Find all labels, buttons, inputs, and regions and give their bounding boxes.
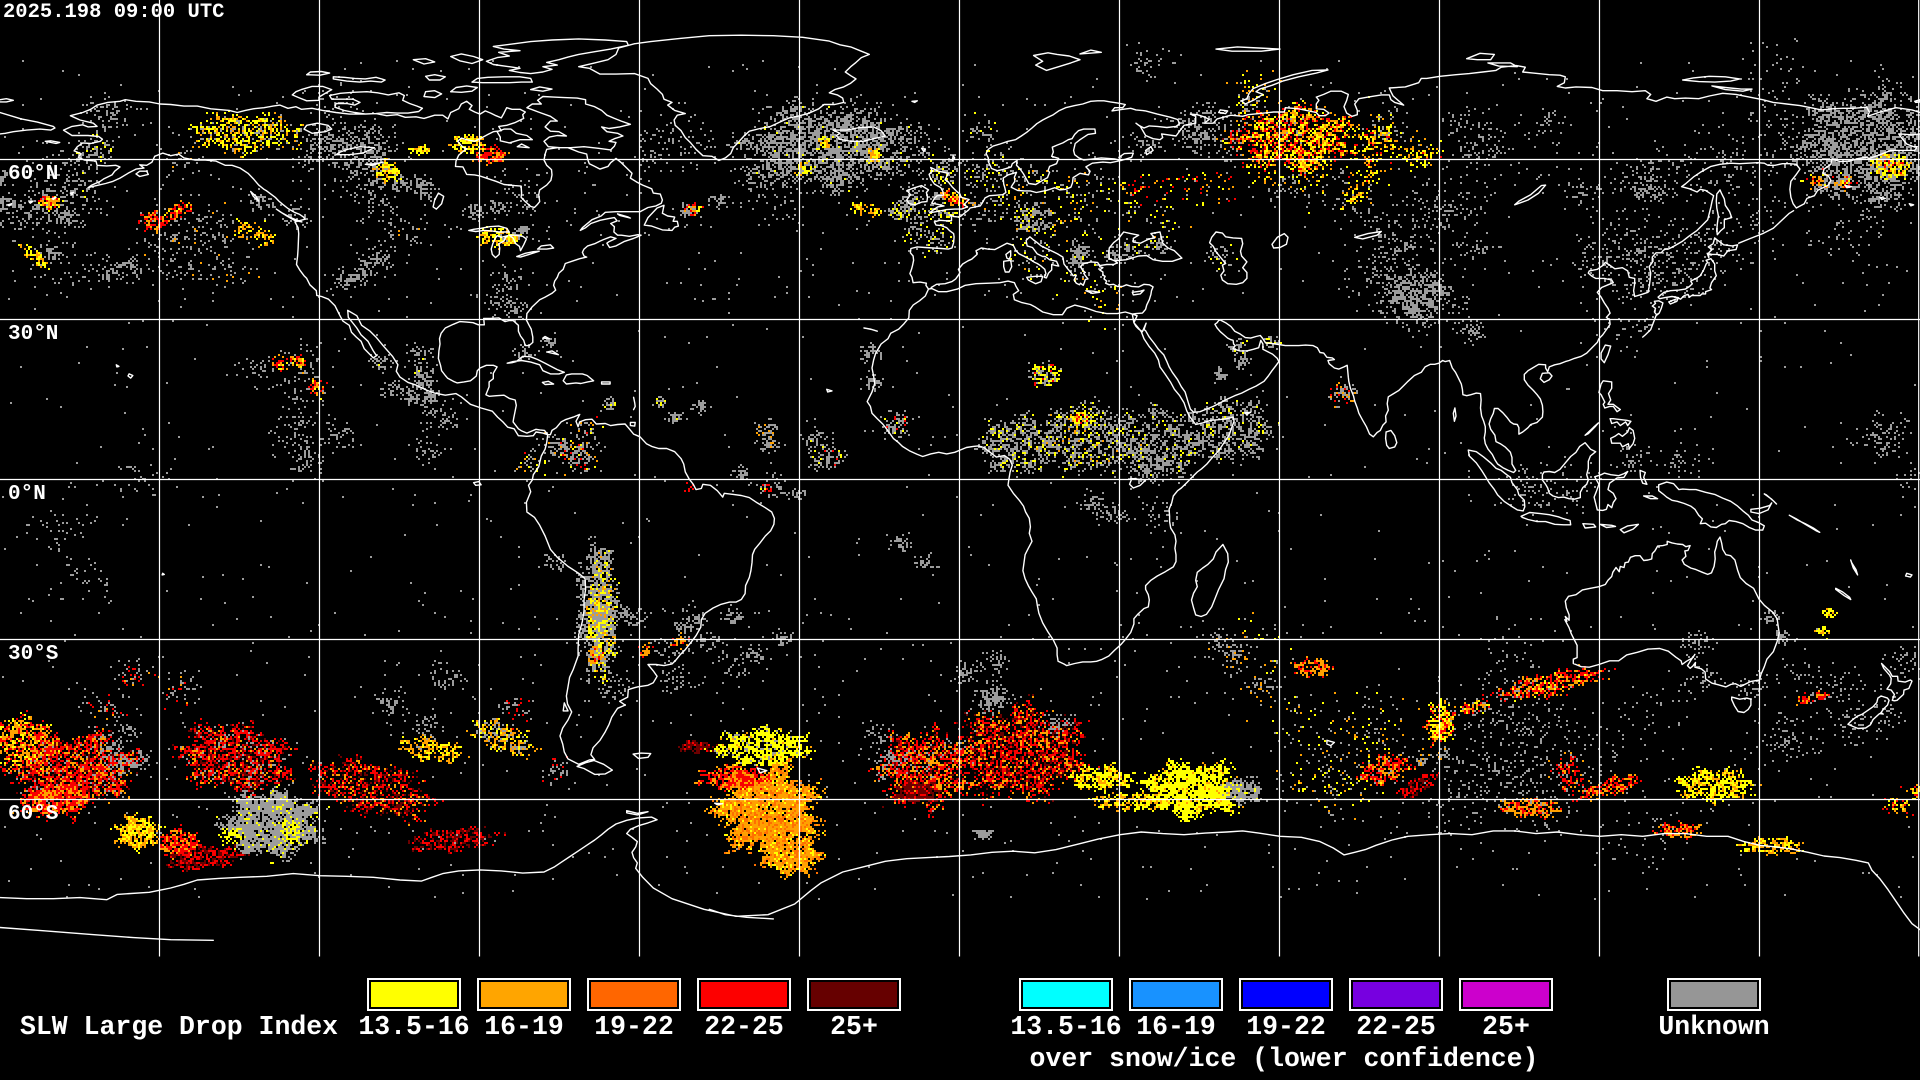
svg-text:30°S: 30°S [8,643,58,666]
svg-text:22-25: 22-25 [1356,1012,1436,1042]
svg-text:SLW Large Drop Index: SLW Large Drop Index [20,1012,338,1042]
svg-text:60°N: 60°N [8,163,58,186]
svg-text:19-22: 19-22 [1246,1012,1326,1042]
svg-text:13.5-16: 13.5-16 [358,1012,469,1042]
svg-text:22-25: 22-25 [704,1012,784,1042]
svg-text:2025.198 09:00 UTC: 2025.198 09:00 UTC [3,1,224,24]
svg-text:16-19: 16-19 [484,1012,564,1042]
svg-text:60°S: 60°S [8,803,58,826]
svg-text:19-22: 19-22 [594,1012,674,1042]
svg-text:over snow/ice (lower confidenc: over snow/ice (lower confidence) [1030,1044,1539,1074]
svg-text:25+: 25+ [830,1012,878,1042]
svg-text:Unknown: Unknown [1658,1012,1769,1042]
svg-text:16-19: 16-19 [1136,1012,1216,1042]
svg-text:0°N: 0°N [8,483,46,506]
svg-text:30°N: 30°N [8,323,58,346]
svg-text:13.5-16: 13.5-16 [1010,1012,1121,1042]
svg-text:25+: 25+ [1482,1012,1530,1042]
